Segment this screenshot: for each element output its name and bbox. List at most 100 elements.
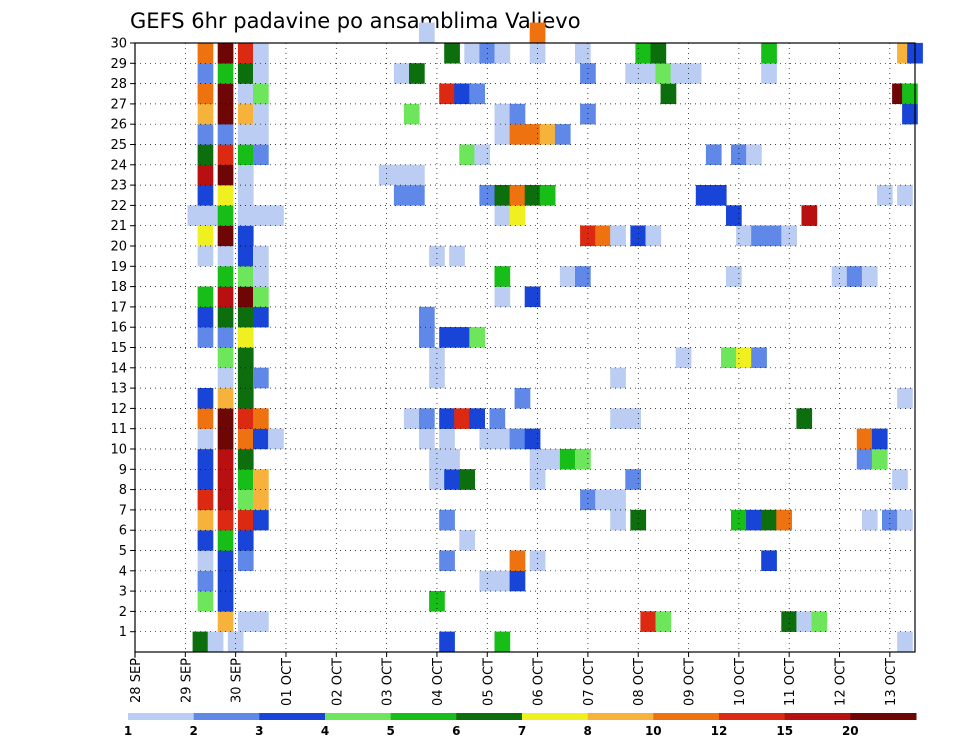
heatmap-cell [464, 42, 480, 64]
heatmap-cell [610, 408, 626, 429]
heatmap-cell [217, 611, 234, 632]
heatmap-cell [494, 185, 511, 206]
heatmap-cell [197, 327, 214, 348]
heatmap-cell [253, 124, 269, 145]
legend-tick-label: 15 [776, 724, 793, 738]
heatmap-cell [197, 42, 214, 64]
heatmap-cell [705, 144, 722, 165]
heatmap-cell [494, 428, 511, 450]
heatmap-cell [660, 83, 677, 105]
heatmap-cell [192, 631, 209, 653]
heatmap-cell [685, 63, 702, 84]
heatmap-cell [444, 42, 460, 64]
x-tick-label: 30 SEP [230, 658, 245, 703]
heatmap-cell [409, 63, 425, 84]
heatmap-cell [509, 550, 526, 571]
legend-swatch [587, 713, 654, 720]
legend-tick-label: 2 [190, 724, 198, 738]
heatmap-cell [580, 225, 596, 247]
heatmap-cell [419, 22, 435, 44]
heatmap-cell [217, 164, 234, 186]
heatmap-cell [237, 367, 254, 389]
heatmap-cell [539, 185, 556, 206]
heatmap-cell [197, 591, 214, 612]
heatmap-cell [253, 103, 269, 125]
heatmap-cell [575, 42, 591, 64]
heatmap-cell [253, 489, 269, 511]
heatmap-cell [439, 428, 455, 450]
heatmap-cell [625, 469, 641, 490]
heatmap-cell [776, 509, 792, 531]
heatmap-cell [539, 124, 556, 145]
heatmap-cell [197, 144, 214, 165]
heatmap-cell [197, 509, 214, 531]
x-tick-label: 11 OCT [783, 658, 798, 706]
heatmap-cell [393, 164, 410, 186]
heatmap-cell [479, 185, 496, 206]
heatmap-cell [197, 225, 214, 247]
heatmap-cell [253, 144, 269, 165]
x-tick-label: 06 OCT [532, 658, 547, 706]
heatmap-cell [454, 327, 470, 348]
heatmap-cell [253, 469, 269, 490]
heatmap-cell [544, 448, 561, 470]
heatmap-cell [731, 509, 747, 531]
heatmap-cell [217, 144, 234, 165]
heatmap-cell [253, 266, 269, 287]
heatmap-cell [580, 103, 596, 125]
heatmap-cell [429, 245, 445, 267]
heatmap-cell [217, 327, 234, 348]
heatmap-cell [761, 63, 777, 84]
y-tick-label: 24 [110, 158, 127, 173]
heatmap-cell [861, 509, 878, 531]
legend-tick-label: 4 [321, 724, 329, 738]
heatmap-cell [217, 205, 234, 226]
heatmap-cell [237, 530, 254, 551]
y-tick-label: 30 [110, 37, 127, 52]
y-tick-label: 3 [119, 585, 127, 600]
heatmap-cell [253, 611, 269, 632]
heatmap-cell [494, 103, 511, 125]
heatmap-cell [197, 103, 214, 125]
heatmap-cell [237, 408, 254, 429]
heatmap-cell [595, 225, 611, 247]
heatmap-cell [403, 103, 420, 125]
heatmap-cell [595, 489, 611, 511]
heatmap-cell [253, 42, 269, 64]
heatmap-cell [695, 185, 712, 206]
heatmap-cell [751, 347, 767, 368]
heatmap-cell [902, 103, 918, 125]
heatmap-cell [524, 286, 541, 308]
heatmap-cell [197, 63, 214, 84]
legend-tick-label: 12 [711, 724, 728, 738]
legend-tick-label: 3 [255, 724, 263, 738]
heatmap-cell [217, 591, 234, 612]
y-tick-label: 23 [110, 179, 127, 194]
heatmap-cell [237, 469, 254, 490]
y-tick-label: 25 [110, 138, 127, 153]
heatmap-cell [726, 205, 742, 226]
legend-tick-label: 7 [518, 724, 526, 738]
heatmap-cell [489, 408, 506, 429]
heatmap-cell [237, 428, 254, 450]
heatmap-cell [897, 388, 913, 409]
heatmap-cell [217, 469, 234, 490]
heatmap-cell [217, 245, 234, 267]
heatmap-cell [197, 245, 214, 267]
heatmap-cell [444, 448, 460, 470]
heatmap-cell [237, 245, 254, 267]
heatmap-cell [197, 306, 214, 328]
heatmap-cell [529, 469, 546, 490]
heatmap-cell [509, 185, 526, 206]
legend-swatch [850, 713, 917, 720]
heatmap-cell [610, 367, 626, 389]
y-tick-label: 8 [119, 483, 127, 498]
heatmap-cell [761, 42, 777, 64]
heatmap-cell [439, 83, 455, 105]
legend-tick-label: 1 [124, 724, 132, 738]
x-tick-label: 09 OCT [683, 658, 698, 706]
heatmap-cell [403, 408, 420, 429]
y-tick-label: 28 [110, 77, 127, 92]
heatmap-cell [197, 550, 214, 571]
heatmap-cell [253, 63, 269, 84]
